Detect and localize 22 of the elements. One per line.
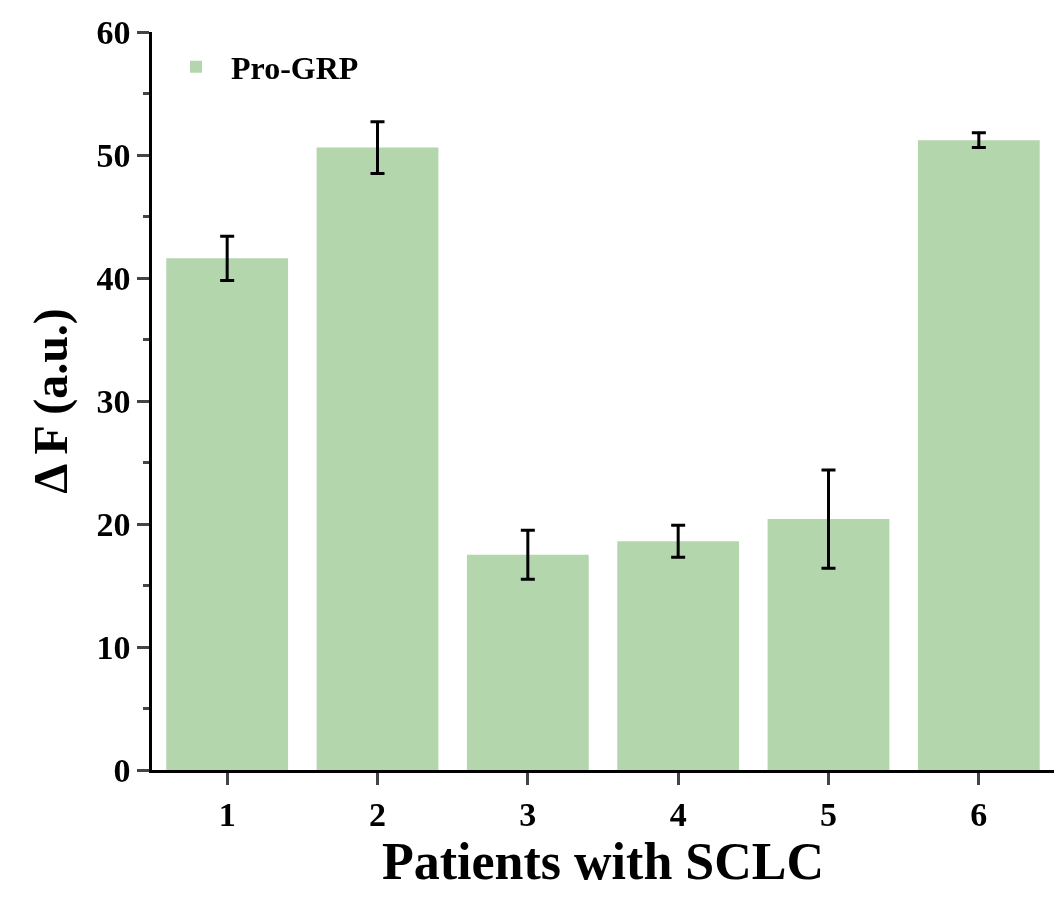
y-tick-label: 50: [96, 136, 131, 174]
y-tick-label: 30: [96, 382, 131, 420]
legend-label: Pro-GRP: [231, 50, 359, 87]
y-tick-label: 10: [96, 628, 131, 666]
x-tick-label: 3: [519, 795, 537, 833]
y-tick-label: 40: [96, 259, 131, 297]
y-tick-label: 60: [96, 13, 131, 51]
x-tick-label: 4: [669, 795, 687, 833]
bar: [316, 147, 439, 770]
bar: [917, 140, 1040, 770]
y-tick-label: 0: [113, 751, 131, 789]
y-axis-title: Δ F (a.u.): [24, 308, 79, 494]
bar: [617, 541, 740, 770]
bar: [166, 258, 289, 770]
y-tick-label: 20: [96, 505, 131, 543]
bar: [466, 554, 589, 770]
x-tick-label: 2: [369, 795, 386, 833]
bar: [767, 519, 890, 770]
x-axis-title: Patients with SCLC: [381, 832, 825, 890]
x-tick-label: 1: [218, 795, 236, 833]
x-tick-label: 5: [820, 795, 837, 833]
x-tick-label: 6: [970, 795, 988, 833]
